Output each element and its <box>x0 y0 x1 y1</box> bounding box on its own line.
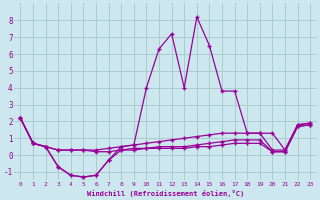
X-axis label: Windchill (Refroidissement éolien,°C): Windchill (Refroidissement éolien,°C) <box>87 190 244 197</box>
